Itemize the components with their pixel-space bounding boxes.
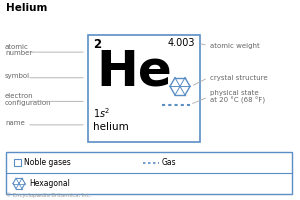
Text: Gas: Gas <box>161 158 176 167</box>
Text: electron
configuration: electron configuration <box>5 93 52 106</box>
Text: Helium: Helium <box>6 3 47 13</box>
Text: He: He <box>96 47 172 95</box>
Text: helium: helium <box>93 122 129 132</box>
Text: 4.003: 4.003 <box>167 38 195 48</box>
Text: $1s^2$: $1s^2$ <box>93 106 110 120</box>
Text: © Encyclopædia Britannica, Inc.: © Encyclopædia Britannica, Inc. <box>6 192 91 198</box>
Bar <box>14 159 21 166</box>
Text: 2: 2 <box>93 38 101 51</box>
Text: symbol: symbol <box>5 73 30 79</box>
Text: name: name <box>5 120 25 126</box>
Bar <box>88 35 200 142</box>
Text: atomic
number: atomic number <box>5 44 32 56</box>
Text: atomic weight: atomic weight <box>210 43 260 49</box>
Text: crystal structure: crystal structure <box>210 75 268 81</box>
Text: Hexagonal: Hexagonal <box>29 179 70 188</box>
Text: physical state
at 20 °C (68 °F): physical state at 20 °C (68 °F) <box>210 90 265 104</box>
Text: Noble gases: Noble gases <box>24 158 71 167</box>
Bar <box>6 152 292 194</box>
